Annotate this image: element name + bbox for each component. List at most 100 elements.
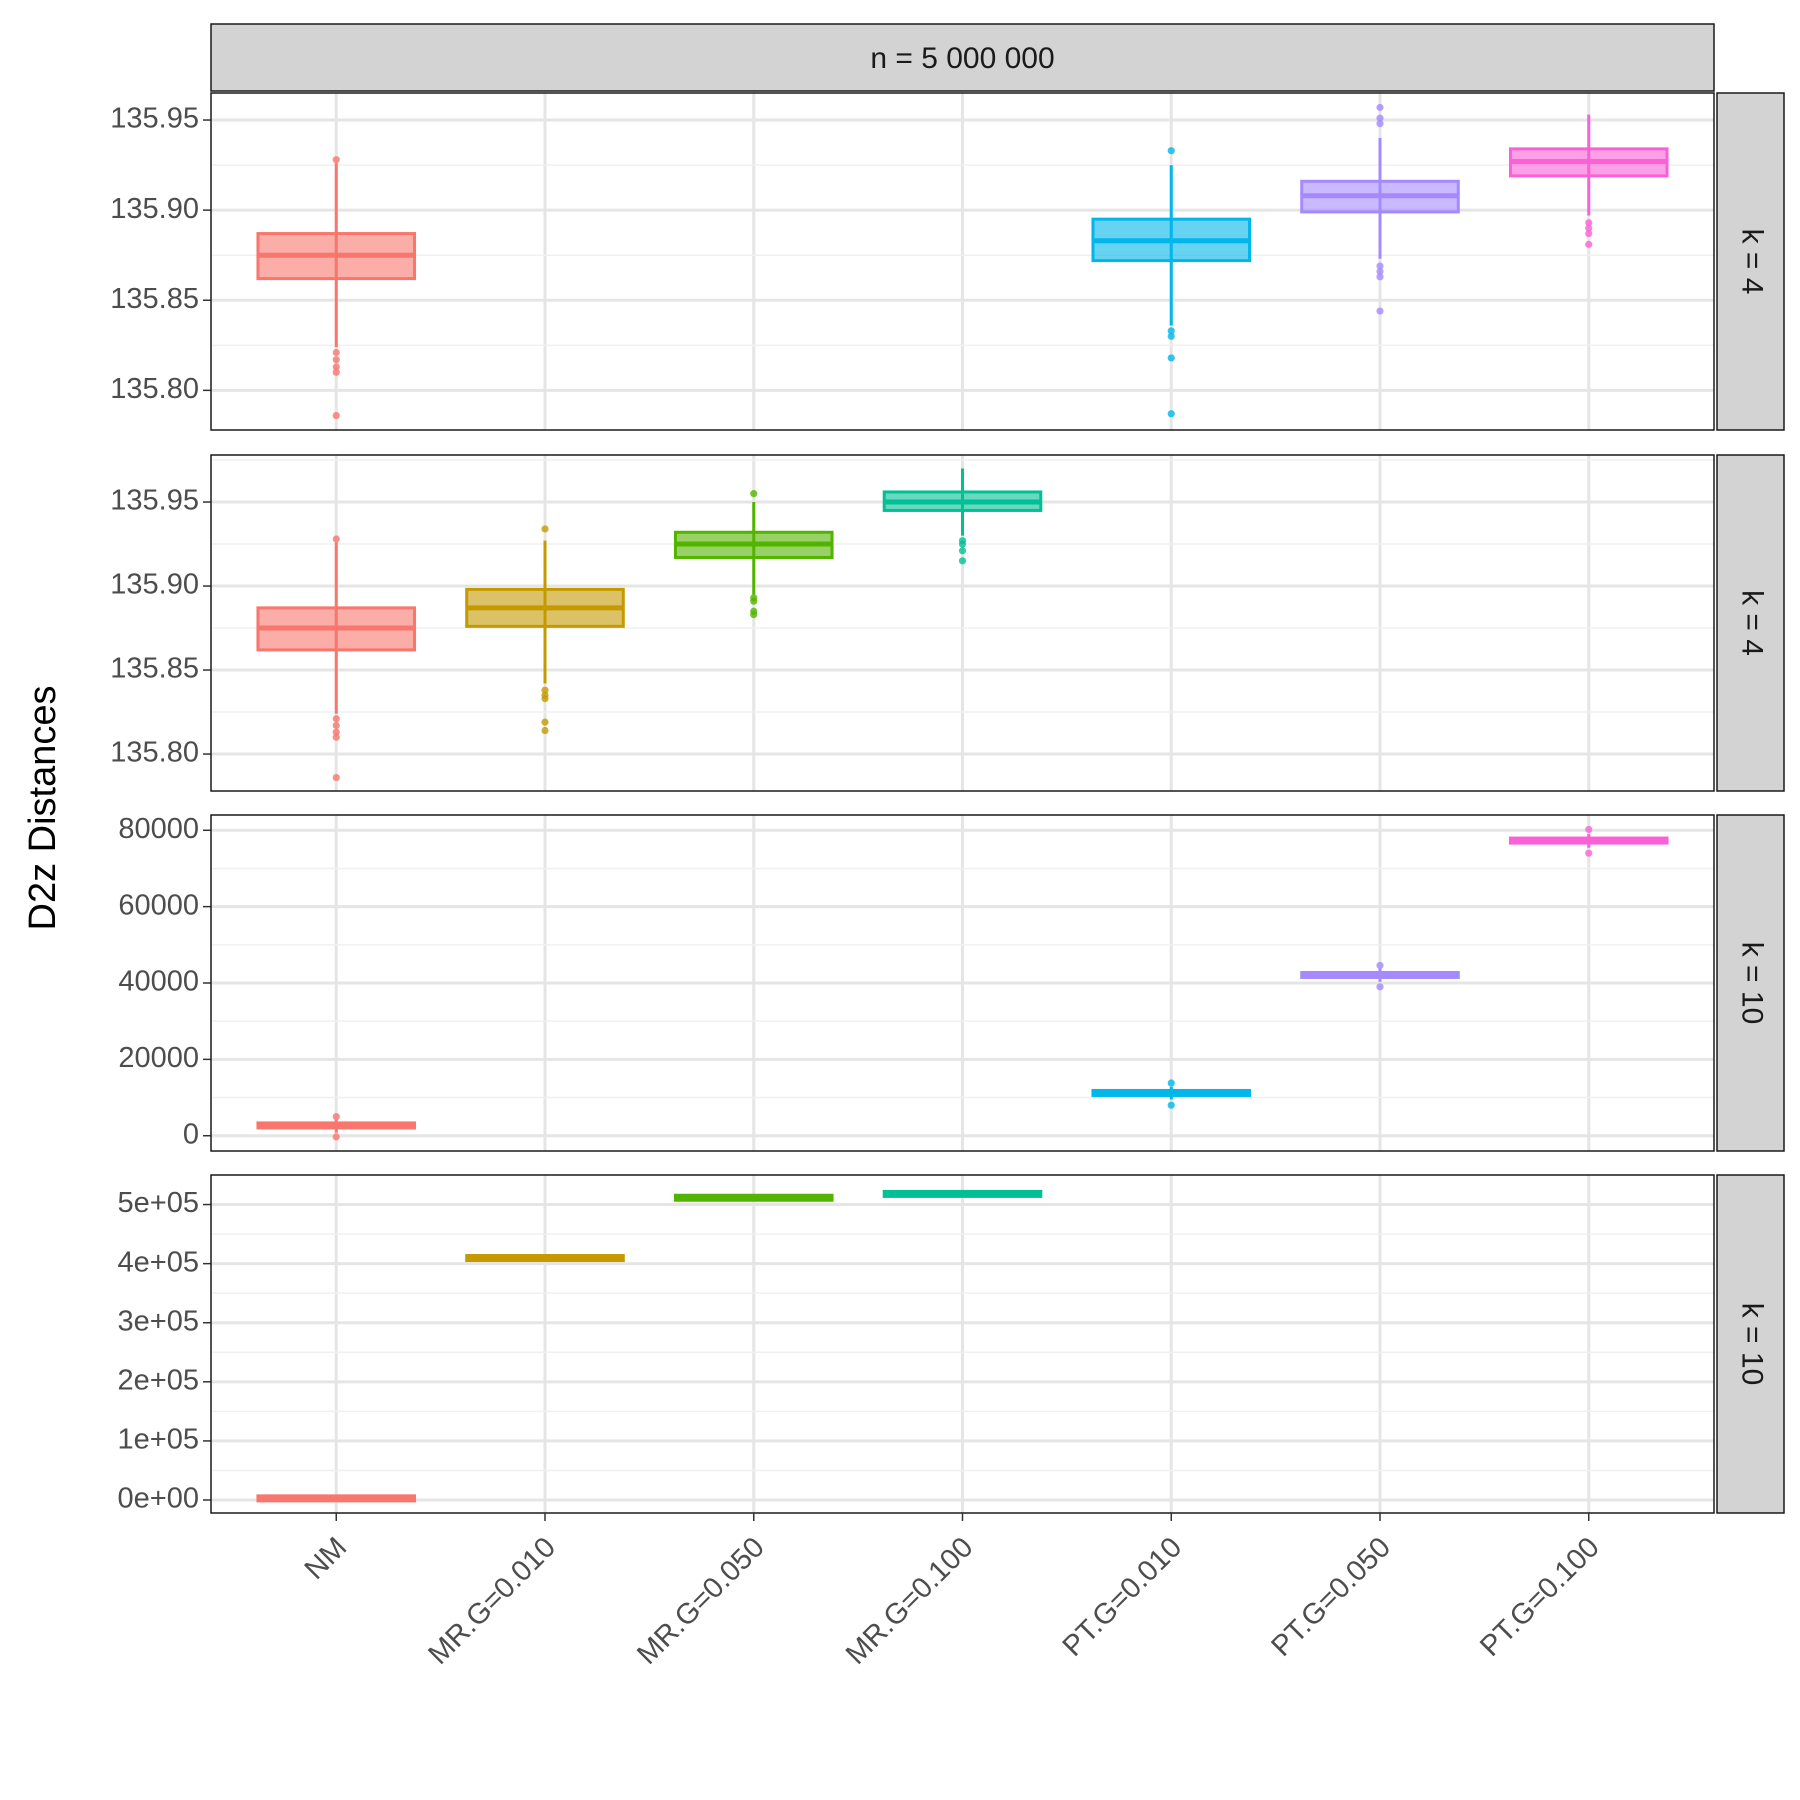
outlier-point: [1376, 103, 1384, 112]
y-tick-label: 60000: [118, 889, 199, 921]
box-pt-g-0-100: [1508, 825, 1669, 857]
facet-strip-top: n = 5 000 000: [210, 23, 1715, 92]
panel-3: 0 20000 40000 60000 80000 k = 10: [118, 813, 1785, 1152]
outlier-point: [958, 537, 967, 545]
x-axis: NM MR.G=0.010 MR.G=0.050 MR.G=0.100 PT.G=0.0…: [299, 1513, 1606, 1671]
outlier-point: [1376, 961, 1384, 970]
panel-1: 135.80 135.85 135.90 135.95 k = 4: [110, 92, 1785, 431]
y-tick-label: 135.80: [110, 373, 199, 405]
outlier-point: [1167, 147, 1175, 155]
box-mr-g-0-100: [882, 1189, 1043, 1198]
outlier-point: [332, 733, 340, 741]
outlier-point: [1376, 983, 1384, 991]
x-tick-label-pt-g-0-010: PT.G=0.010: [1057, 1531, 1188, 1662]
outlier-point: [750, 594, 758, 602]
outlier-point: [332, 535, 340, 543]
y-tick-label: 2e+05: [118, 1364, 199, 1396]
outlier-point: [1376, 120, 1384, 128]
y-tick-label: 135.85: [110, 283, 199, 315]
box-pt-g-0-010: [1091, 1079, 1252, 1109]
outlier-point: [332, 363, 340, 371]
outlier-point: [541, 525, 549, 533]
y-tick-label: 135.95: [110, 485, 199, 517]
facet-column-label: n = 5 000 000: [870, 42, 1054, 75]
box-nm: [256, 1113, 417, 1141]
box-nm: [256, 1494, 417, 1503]
facet-row-label: k = 10: [1736, 942, 1769, 1025]
y-tick-label: 135.85: [110, 653, 199, 685]
box-pt-g-0-050: [1300, 103, 1460, 315]
y-tick-label: 20000: [118, 1042, 199, 1074]
outlier-point: [332, 715, 340, 723]
box-nm: [256, 535, 417, 782]
y-tick-label: 4e+05: [118, 1246, 199, 1278]
box-pt-g-0-010: [1091, 147, 1252, 418]
outlier-point: [332, 721, 340, 730]
outlier-point: [1167, 332, 1175, 340]
outlier-point: [332, 156, 340, 164]
outlier-point: [332, 411, 340, 420]
facet-strip-right-bg: [1716, 814, 1785, 1152]
outlier-point: [541, 686, 549, 694]
y-axis-title: D2z Distances: [22, 686, 64, 931]
outlier-point: [1376, 307, 1384, 315]
y-tick-label: 80000: [118, 813, 199, 845]
panel-2: 135.80 135.85 135.90 135.95 k = 4: [110, 454, 1785, 792]
box-mr-g-0-050: [673, 1193, 834, 1202]
y-tick-label: 135.90: [110, 569, 199, 601]
box-mr-g-0-050: [673, 490, 834, 619]
x-tick-label-nm: NM: [299, 1531, 354, 1586]
outlier-point: [332, 1133, 340, 1141]
outlier-point: [1585, 849, 1593, 857]
outlier-point: [1167, 354, 1175, 362]
panel-border: [210, 814, 1715, 1152]
outlier-point: [332, 368, 340, 376]
outlier-point: [541, 691, 549, 699]
outlier-point: [1167, 327, 1175, 335]
outlier-point: [1376, 114, 1384, 122]
y-tick-label: 5e+05: [118, 1187, 199, 1219]
outlier-point: [750, 490, 758, 498]
outlier-point: [332, 1113, 340, 1121]
outlier-point: [541, 718, 549, 726]
y-tick-label: 3e+05: [118, 1305, 199, 1337]
y-tick-label: 135.80: [110, 737, 199, 769]
outlier-point: [1585, 240, 1593, 248]
y-tick-label: 1e+05: [118, 1424, 199, 1456]
y-tick-label: 0: [183, 1118, 199, 1150]
panel-border: [210, 454, 1715, 792]
facet-strip-right-bg: [1716, 454, 1785, 792]
outlier-point: [1167, 1101, 1175, 1109]
outlier-point: [1376, 273, 1384, 281]
outlier-point: [958, 557, 967, 565]
outlier-point: [332, 728, 340, 736]
x-tick-label-pt-g-0-100: PT.G=0.100: [1474, 1531, 1605, 1662]
outlier-point: [1376, 262, 1384, 270]
outlier-point: [332, 356, 340, 364]
outlier-point: [958, 547, 967, 555]
x-tick-label-mr-g-0-010: MR.G=0.010: [422, 1531, 561, 1670]
x-tick-label-mr-g-0-100: MR.G=0.100: [840, 1531, 979, 1670]
facet-strip-top-bg: [210, 23, 1715, 92]
outlier-point: [1585, 224, 1593, 232]
facet-strip-right-bg: [1716, 1174, 1785, 1514]
box-mr-g-0-010: [465, 1254, 625, 1263]
outlier-point: [1167, 1079, 1175, 1087]
outlier-point: [332, 773, 340, 782]
outlier-point: [332, 348, 340, 357]
outlier-point: [1585, 219, 1593, 227]
outlier-point: [1585, 825, 1593, 834]
facet-strip-right-bg: [1716, 92, 1785, 431]
outlier-point: [541, 726, 549, 735]
box-mr-g-0-010: [465, 525, 625, 735]
facet-row-label: k = 4: [1736, 590, 1769, 656]
outlier-point: [750, 607, 758, 615]
y-tick-label: 135.90: [110, 193, 199, 225]
x-tick-label-pt-g-0-050: PT.G=0.050: [1265, 1531, 1396, 1662]
box-mr-g-0-100: [882, 468, 1043, 565]
box-nm: [256, 156, 417, 420]
panel-4: 0e+00 1e+05 2e+05 3e+05 4e+05 5e+05 k = 10: [118, 1174, 1785, 1515]
y-tick-label: 40000: [118, 966, 199, 998]
x-tick-label-mr-g-0-050: MR.G=0.050: [631, 1531, 770, 1670]
